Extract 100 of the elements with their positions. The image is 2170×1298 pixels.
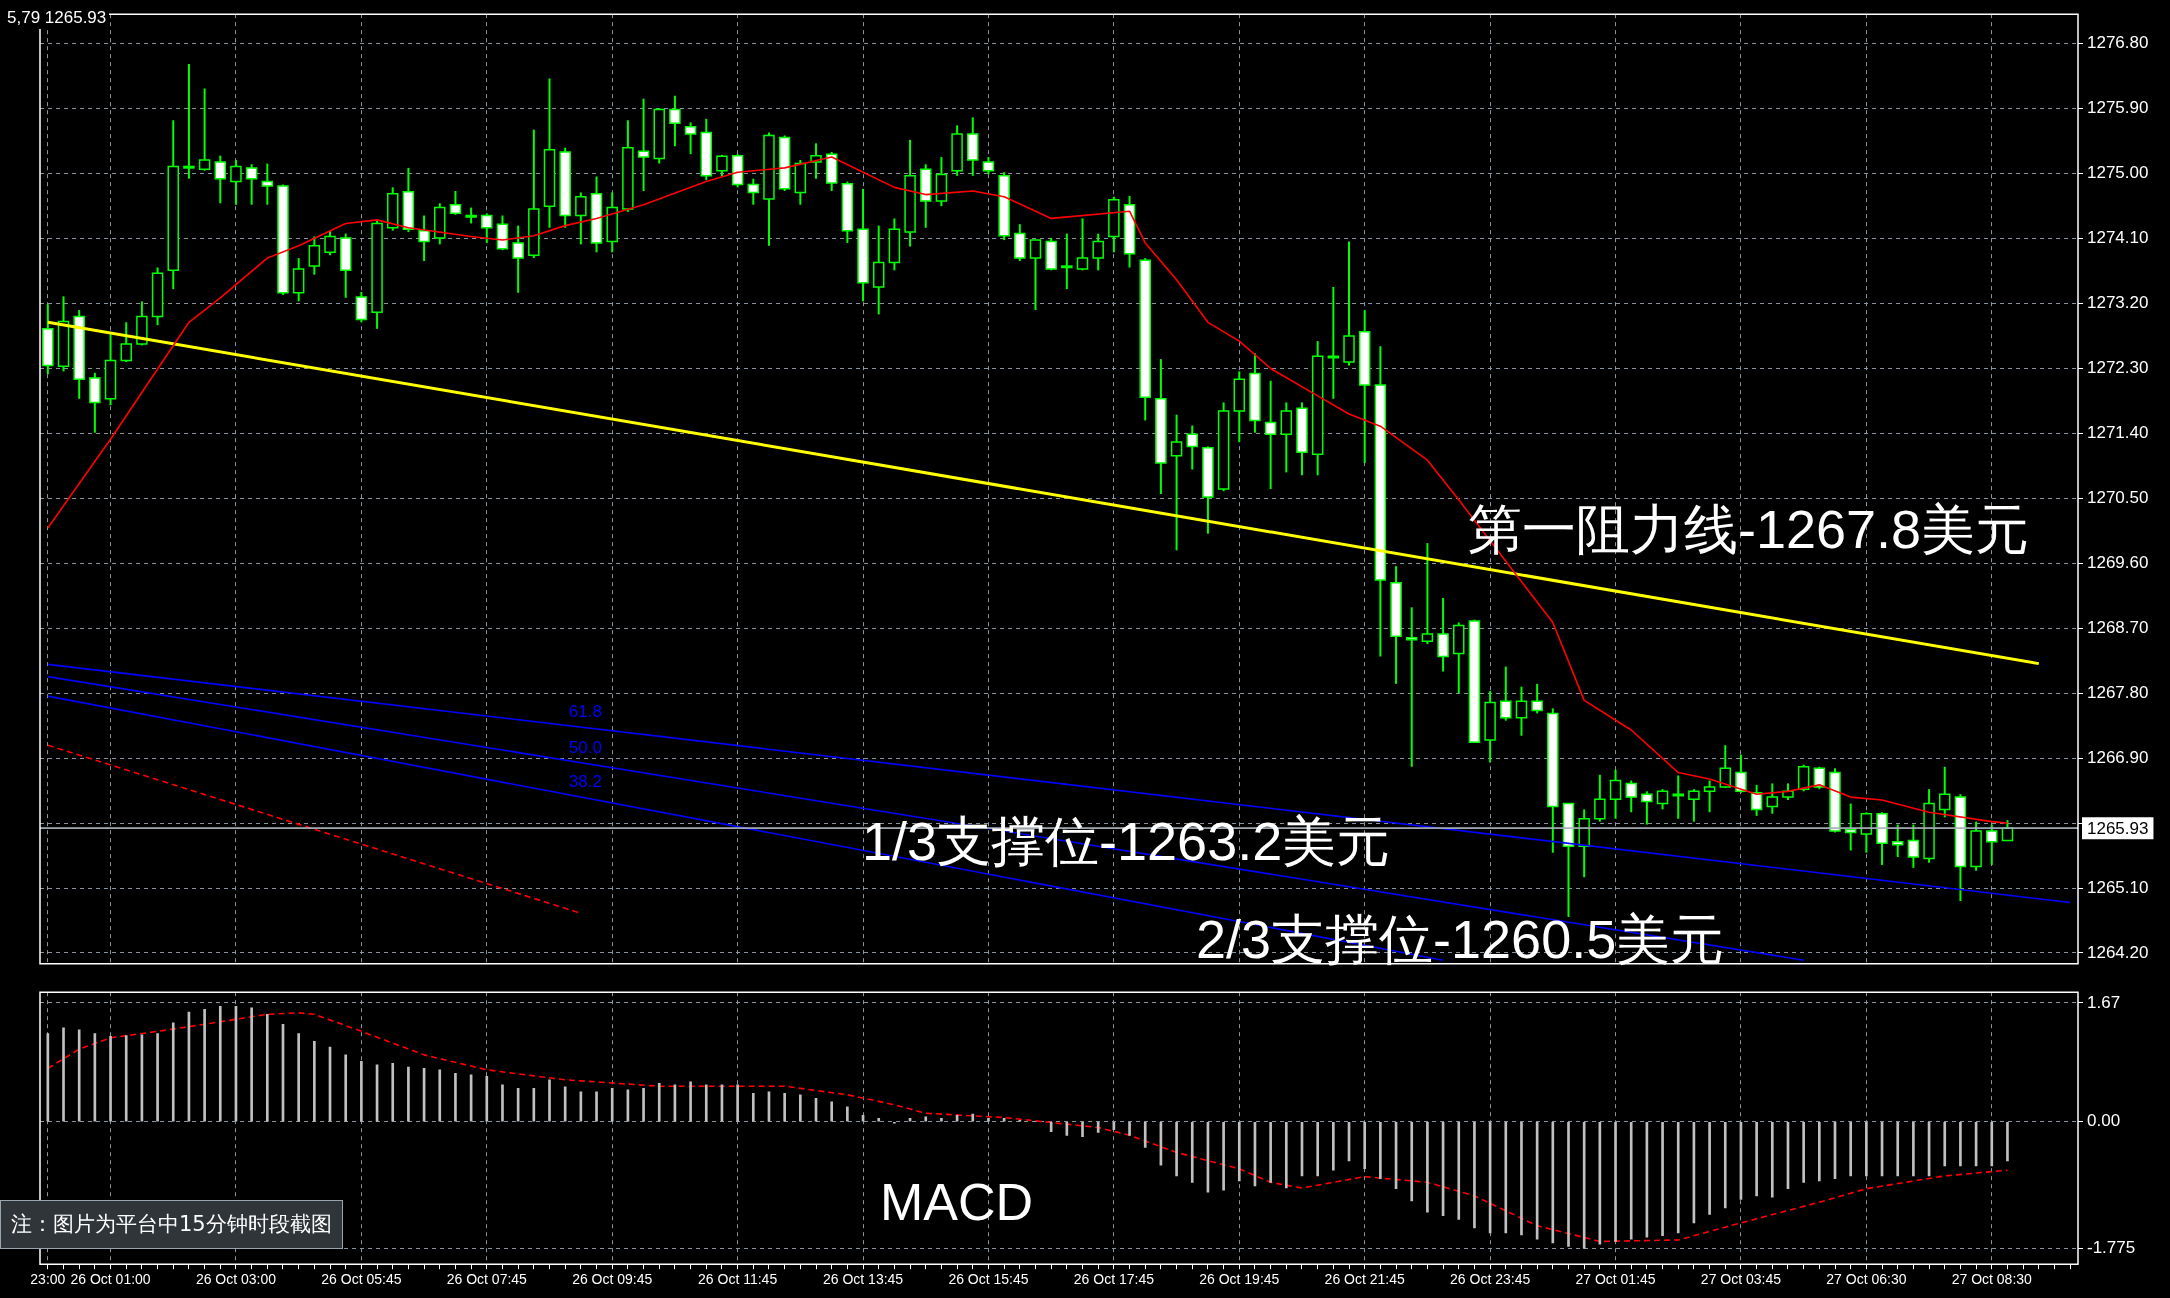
x-tick-label: 26 Oct 01:00 (70, 1271, 151, 1288)
x-tick-label: 26 Oct 19:45 (1199, 1271, 1280, 1288)
x-tick-label: 26 Oct 03:00 (195, 1271, 277, 1288)
x-tick-label: 26 Oct 11:45 (698, 1271, 778, 1288)
series-label: 50.0 (568, 737, 602, 757)
bar (877, 1117, 881, 1122)
bar (1143, 1121, 1147, 1148)
x-tick-label: 27 Oct 01:45 (1575, 1271, 1656, 1288)
bar (124, 1035, 128, 1122)
bar (642, 1088, 645, 1122)
bar (1128, 1121, 1131, 1136)
x-tick-label: 26 Oct 17:45 (1073, 1271, 1155, 1288)
bar (1316, 1121, 1319, 1177)
x-tick-label: 26 Oct 15:45 (948, 1271, 1029, 1288)
bar (1410, 1121, 1414, 1202)
bar (657, 1083, 661, 1122)
bar (109, 1036, 112, 1122)
bar (1614, 1121, 1617, 1242)
y-tick-label: 1276.80 (2087, 33, 2149, 53)
bar (548, 1079, 551, 1122)
bar (1661, 1121, 1664, 1237)
bar (736, 1084, 739, 1122)
y-tick-label: 1270.50 (2087, 488, 2149, 508)
bar (1520, 1121, 1523, 1236)
bar (1959, 1121, 1962, 1167)
y-tick-label: 1274.10 (2087, 228, 2149, 248)
bar (1582, 1121, 1586, 1249)
bar (156, 1033, 159, 1122)
bar (1912, 1121, 1915, 1177)
bar (1770, 1121, 1774, 1198)
bar (1269, 1121, 1272, 1183)
bar (1943, 1121, 1947, 1167)
bar (203, 1008, 206, 1122)
bar (846, 1106, 849, 1122)
bar (171, 1022, 175, 1122)
bar (532, 1088, 536, 1122)
bar (391, 1063, 395, 1122)
x-tick-label: 26 Oct 21:45 (1324, 1271, 1405, 1288)
y-tick-label: 1266.90 (2087, 747, 2149, 767)
y-tick-label: 1269.60 (2087, 553, 2149, 573)
bar (1676, 1121, 1680, 1234)
bar (297, 1033, 300, 1122)
bar (704, 1084, 708, 1122)
bar (1237, 1121, 1241, 1182)
bar (1473, 1121, 1476, 1229)
x-tick-label: 26 Oct 07:45 (446, 1271, 528, 1288)
bar (799, 1094, 802, 1122)
bar (485, 1075, 489, 1122)
bar (1175, 1121, 1178, 1177)
bar (987, 1117, 990, 1122)
bar (1818, 1121, 1821, 1182)
bar (1504, 1121, 1508, 1234)
bar (1723, 1121, 1727, 1209)
x-tick-label: 26 Oct 05:45 (321, 1271, 402, 1288)
bar (1379, 1121, 1382, 1180)
x-tick-label: 27 Oct 08:30 (1951, 1271, 2033, 1288)
y-tick-label: 1275.90 (2087, 98, 2149, 118)
bar (1426, 1121, 1429, 1213)
bar (250, 1007, 253, 1122)
bar (1457, 1121, 1461, 1220)
bar (595, 1091, 598, 1122)
bar (438, 1069, 442, 1122)
bar (830, 1101, 834, 1122)
bar (454, 1073, 457, 1122)
bar (783, 1092, 786, 1122)
bar (77, 1029, 81, 1122)
y-tick-label: 1265.10 (2087, 877, 2149, 897)
bar (501, 1084, 504, 1122)
y-tick-label: 1268.70 (2087, 617, 2149, 637)
bar (218, 1006, 222, 1122)
bar (265, 1013, 269, 1122)
y-tick-label: 1271.40 (2087, 423, 2149, 443)
annotation: 5,79 1265.93 (4, 8, 110, 29)
y-tick-label: 0.00 (2087, 1111, 2121, 1131)
bar (1990, 1121, 1994, 1167)
bar (1708, 1121, 1711, 1215)
x-tick-label: 26 Oct 23:45 (1450, 1271, 1531, 1288)
bar (1081, 1121, 1084, 1138)
bar (1551, 1121, 1555, 1244)
bar (940, 1117, 943, 1122)
bar (1849, 1121, 1853, 1177)
bar (563, 1086, 567, 1122)
bar (751, 1092, 755, 1122)
bar (1896, 1121, 1900, 1177)
bar (1222, 1121, 1225, 1191)
bar (344, 1054, 348, 1122)
bar (2006, 1121, 2009, 1162)
bar (610, 1088, 614, 1122)
series-label: 38.2 (568, 772, 602, 792)
bar (1332, 1121, 1335, 1171)
bar (360, 1060, 363, 1122)
x-tick-label: 26 Oct 13:45 (822, 1271, 904, 1288)
bar (62, 1027, 65, 1122)
bar (1567, 1121, 1570, 1247)
x-tick-label: 27 Oct 03:45 (1700, 1271, 1782, 1288)
ref-line-label: 1265.93 (2087, 818, 2149, 838)
line-series (47, 1012, 2009, 1243)
y-tick-label: 1273.20 (2087, 293, 2149, 313)
bar (407, 1066, 410, 1122)
x-tick-label: 27 Oct 06:30 (1826, 1271, 1907, 1288)
